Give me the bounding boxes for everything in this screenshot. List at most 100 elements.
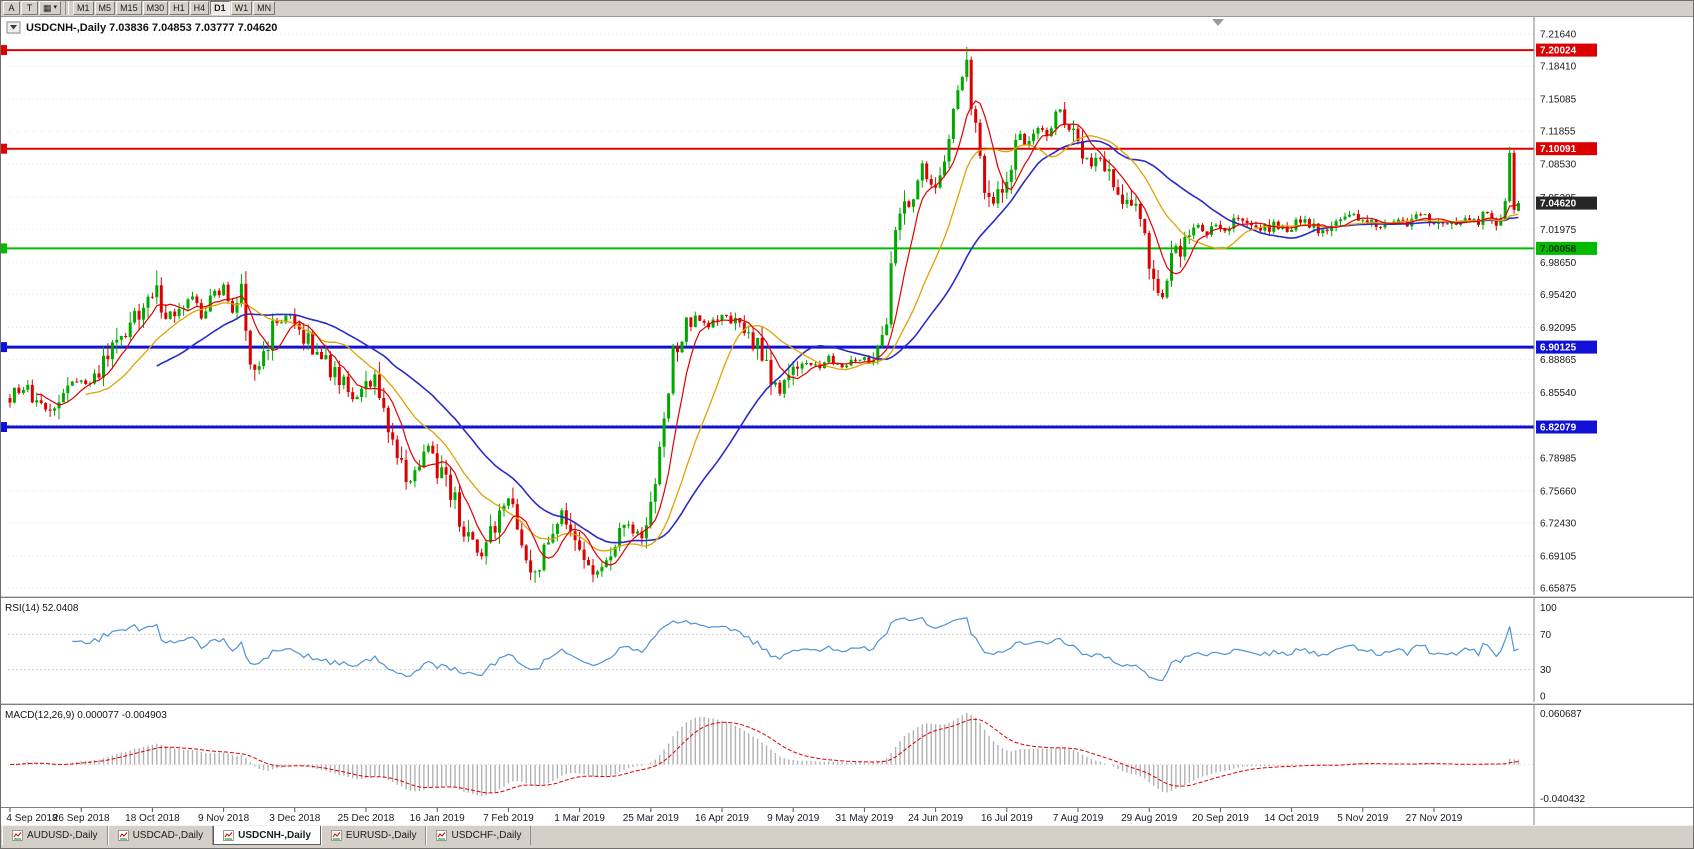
time-scale[interactable] (0, 807, 1694, 825)
toolbar-separator (65, 1, 70, 15)
svg-text:6.65875: 6.65875 (1540, 584, 1577, 595)
date-label: 29 Aug 2019 (1121, 813, 1178, 824)
price-scale[interactable] (1535, 17, 1694, 595)
svg-text:7.18410: 7.18410 (1540, 62, 1577, 73)
panel-splitter-rsi[interactable] (0, 595, 1694, 598)
svg-text:7.01975: 7.01975 (1540, 225, 1577, 236)
tab-label: AUDUSD-,Daily (27, 830, 98, 841)
svg-text:6.75660: 6.75660 (1540, 486, 1577, 497)
timeframe-button-d1[interactable]: D1 (210, 1, 230, 15)
svg-text:6.98650: 6.98650 (1540, 258, 1577, 269)
timeframe-button-mn[interactable]: MN (253, 1, 276, 15)
svg-text:6.85540: 6.85540 (1540, 388, 1577, 399)
svg-text:7.08530: 7.08530 (1540, 160, 1577, 171)
date-label: 9 Nov 2018 (198, 813, 250, 824)
svg-text:7.00058: 7.00058 (1540, 244, 1577, 255)
svg-text:6.88865: 6.88865 (1540, 355, 1577, 366)
timeframe-button-m15[interactable]: M15 (116, 1, 142, 15)
chart-tab-usdcad[interactable]: USDCAD-,Daily (107, 826, 214, 845)
svg-text:100: 100 (1540, 603, 1557, 614)
svg-text:6.72430: 6.72430 (1540, 518, 1577, 529)
date-label: 25 Mar 2019 (623, 813, 680, 824)
svg-text:6.69105: 6.69105 (1540, 551, 1577, 562)
ma-medium-line (85, 135, 1519, 552)
svg-text:7.10091: 7.10091 (1540, 144, 1577, 155)
svg-text:30: 30 (1540, 665, 1552, 676)
chart-tab-eurusd[interactable]: EURUSD-,Daily (320, 826, 427, 845)
horizontal-price-lines[interactable] (0, 49, 1534, 429)
ma-slow-line (156, 140, 1519, 544)
rsi-panel[interactable]: 100 70 30 0 RSI(14) 52.0408 (0, 598, 1694, 702)
date-label: 5 Nov 2019 (1337, 813, 1389, 824)
timeframe-button-h1[interactable]: H1 (169, 1, 189, 15)
timeframe-button-w1[interactable]: W1 (230, 1, 253, 15)
date-label: 16 Jan 2019 (410, 813, 465, 824)
date-label: 27 Nov 2019 (1406, 813, 1463, 824)
chart-icon (330, 830, 342, 841)
date-label: 16 Apr 2019 (695, 813, 749, 824)
svg-text:6.90125: 6.90125 (1540, 343, 1577, 354)
window-bottom-edge (0, 845, 1694, 849)
macd-scale-labels: 0.060687 -0.040432 (1540, 709, 1585, 805)
rsi-label: RSI(14) 52.0408 (5, 603, 79, 614)
date-label: 14 Oct 2019 (1264, 813, 1319, 824)
tab-label: USDCHF-,Daily (451, 830, 522, 841)
main-price-chart[interactable]: 7.216407.184107.150857.118557.085307.052… (0, 17, 1694, 595)
chart-tab-bar: AUDUSD-,Daily USDCAD-,Daily USDCNH-,Daily E… (0, 825, 1694, 845)
chart-icon (223, 829, 235, 841)
symbol-dropdown-button[interactable] (6, 21, 21, 34)
chart-plot-area[interactable] (0, 17, 1534, 595)
macd-signal-line (9, 718, 1519, 794)
svg-text:7.21640: 7.21640 (1540, 30, 1577, 41)
svg-text:6.78985: 6.78985 (1540, 453, 1577, 464)
hline-left-markers (0, 45, 7, 432)
svg-text:7.20024: 7.20024 (1540, 46, 1577, 57)
tab-label: USDCNH-,Daily (238, 829, 311, 841)
svg-text:7.11855: 7.11855 (1540, 127, 1576, 138)
chart-tab-usdchf[interactable]: USDCHF-,Daily (426, 826, 532, 845)
timeframe-button-m30[interactable]: M30 (142, 1, 169, 15)
tab-label: USDCAD-,Daily (132, 830, 204, 841)
rsi-line (72, 616, 1519, 682)
rsi-scale-labels: 100 70 30 0 (1540, 603, 1557, 702)
timeframe-button-h4[interactable]: H4 (189, 1, 210, 15)
date-label: 16 Jul 2019 (981, 813, 1033, 824)
date-label: 26 Sep 2018 (53, 813, 110, 824)
chevron-down-icon: ▾ (53, 4, 58, 11)
current-price-tag (1536, 196, 1597, 210)
toolbar-button-a[interactable]: A (3, 1, 20, 15)
toolbar-button-t[interactable]: T (21, 1, 38, 15)
chart-tab-usdcnh[interactable]: USDCNH-,Daily (213, 826, 321, 845)
timeframe-button-m5[interactable]: M5 (94, 1, 116, 15)
chart-tab-audusd[interactable]: AUDUSD-,Daily (2, 826, 108, 845)
svg-text:-0.040432: -0.040432 (1540, 794, 1585, 805)
ma-fast-line (36, 100, 1519, 566)
macd-panel[interactable]: 0.060687 -0.040432 MACD(12,26,9) 0.000077 … (0, 705, 1694, 807)
date-label: 1 Mar 2019 (554, 813, 605, 824)
date-label: 18 Oct 2018 (125, 813, 180, 824)
svg-text:70: 70 (1540, 630, 1552, 641)
template-grid-icon: ▦ (43, 3, 52, 13)
moving-averages-layer (36, 100, 1519, 566)
timeframe-button-m1[interactable]: M1 (73, 1, 94, 15)
panel-splitter-macd[interactable] (0, 702, 1694, 705)
tab-label: EURUSD-,Daily (345, 830, 417, 841)
macd-histogram (13, 713, 1520, 796)
chart-icon (12, 830, 23, 841)
macd-label: MACD(12,26,9) 0.000077 -0.004903 (5, 710, 167, 721)
date-label: 7 Aug 2019 (1053, 813, 1104, 824)
candles-layer (8, 46, 1520, 583)
svg-text:0.060687: 0.060687 (1540, 709, 1582, 720)
toolbar-templates-button[interactable]: ▦ ▾ (39, 1, 62, 15)
date-label: 7 Feb 2019 (483, 813, 534, 824)
date-label: 25 Dec 2018 (338, 813, 395, 824)
svg-text:7.15085: 7.15085 (1540, 95, 1577, 106)
chart-shift-marker[interactable] (1212, 19, 1224, 26)
chevron-down-icon (10, 25, 17, 30)
date-label: 9 May 2019 (767, 813, 820, 824)
chart-title: USDCNH-,Daily 7.03836 7.04853 7.03777 7.… (26, 22, 277, 34)
date-label: 24 Jun 2019 (908, 813, 963, 824)
